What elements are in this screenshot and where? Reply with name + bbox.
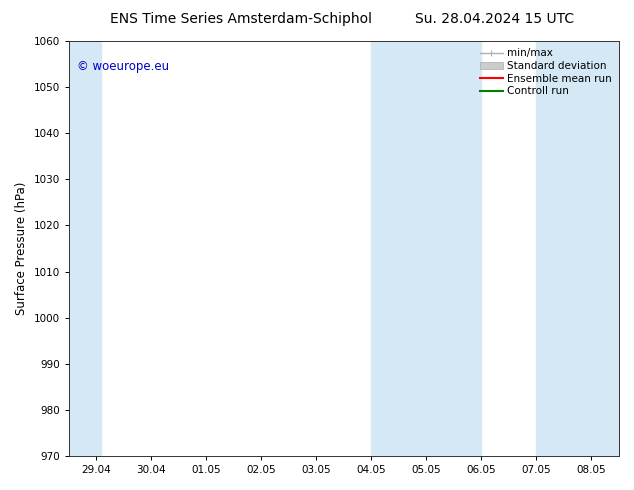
Bar [536, 41, 619, 456]
Legend: min/max, Standard deviation, Ensemble mean run, Controll run: min/max, Standard deviation, Ensemble me… [476, 44, 616, 100]
Text: © woeurope.eu: © woeurope.eu [77, 60, 169, 73]
Text: Su. 28.04.2024 15 UTC: Su. 28.04.2024 15 UTC [415, 12, 574, 26]
Text: ENS Time Series Amsterdam-Schiphol: ENS Time Series Amsterdam-Schiphol [110, 12, 372, 26]
Bar [69, 41, 101, 456]
Bar [372, 41, 481, 456]
Y-axis label: Surface Pressure (hPa): Surface Pressure (hPa) [15, 182, 28, 315]
